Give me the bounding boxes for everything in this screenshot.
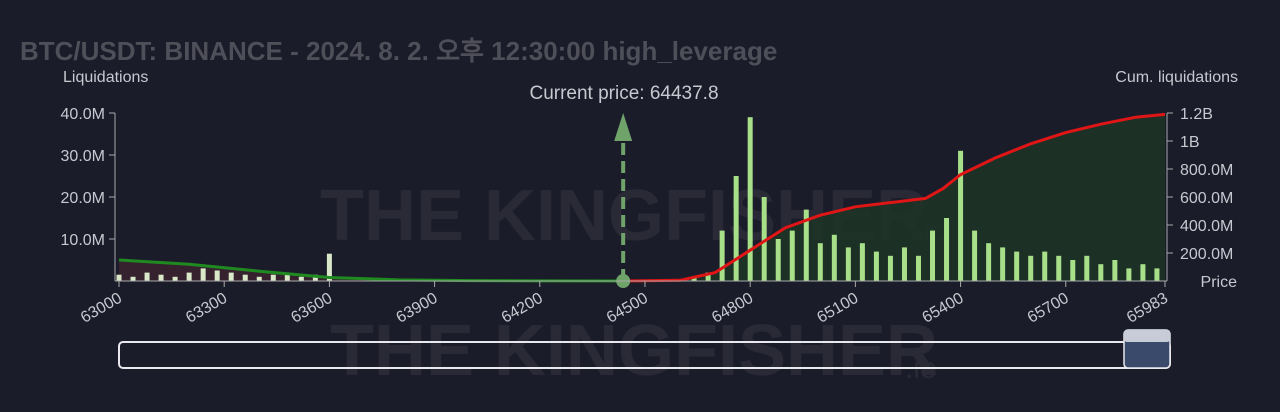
cumulative-line [623,112,1166,283]
bar [270,274,276,281]
bar [930,230,936,281]
x-axis-label: Price [1201,274,1238,291]
bar [1028,255,1034,281]
bar [887,255,893,281]
bar [312,274,318,281]
y2-tick-label: 1B [1180,134,1200,151]
cumulative-area [623,114,1165,282]
y2-tick-label: 400.0M [1180,218,1233,235]
bar [817,243,823,281]
bar [200,268,206,281]
bar [1140,264,1146,281]
bar [228,272,234,281]
y-tick-label: 40.0M [61,106,105,123]
bar [845,247,851,281]
bar [298,276,304,281]
bar [1126,268,1132,281]
bar [944,218,950,281]
annotation: Current price: 64437.8 [529,83,718,104]
y2-tick-label: 800.0M [1180,162,1233,179]
y-tick-label: 10.0M [61,232,105,249]
bar [186,272,192,281]
bar [859,243,865,281]
bar [915,255,921,281]
bar [873,251,879,281]
y2-tick-label: 200.0M [1180,246,1233,263]
bar [1112,260,1118,281]
y2-tick-label: 1.2B [1180,106,1213,123]
bar [803,209,809,281]
chart-title: BTC/USDT: BINANCE - 2024. 8. 2. 오후 12:30… [20,36,777,66]
bar [1070,260,1076,281]
bar [733,176,739,281]
range-slider[interactable] [118,329,1171,369]
y-tick-label: 20.0M [61,190,105,207]
current-price-arrow [614,113,633,141]
bar [1056,255,1062,281]
bar [326,253,332,281]
bar [1014,251,1020,281]
bar [986,243,992,281]
bar [242,274,248,281]
bar [1042,251,1048,281]
y-tick-label: 30.0M [61,148,105,165]
bar [1000,247,1006,281]
bar [761,197,767,281]
watermark: THE KINGFISHER [330,311,938,391]
bar [214,270,220,281]
slider-grip[interactable] [1124,330,1170,342]
bar [719,230,725,281]
bar [691,277,697,281]
bar [116,274,122,281]
bar [901,247,907,281]
bar [172,276,178,281]
bar [144,272,150,281]
bar [158,274,164,281]
bar [705,272,711,281]
bar [972,230,978,281]
bar [747,117,753,281]
y2-tick-label: 600.0M [1180,190,1233,207]
bar [1154,268,1160,281]
y-axis-label: Liquidations [63,69,148,86]
bar [1098,264,1104,281]
bar [284,272,290,281]
bar [775,239,781,281]
bar [1084,255,1090,281]
bar [789,230,795,281]
y2-axis-label: Cum. liquidations [1115,69,1238,86]
bar [958,150,964,281]
bar [256,276,262,281]
bar [130,276,136,281]
bar [831,234,837,281]
